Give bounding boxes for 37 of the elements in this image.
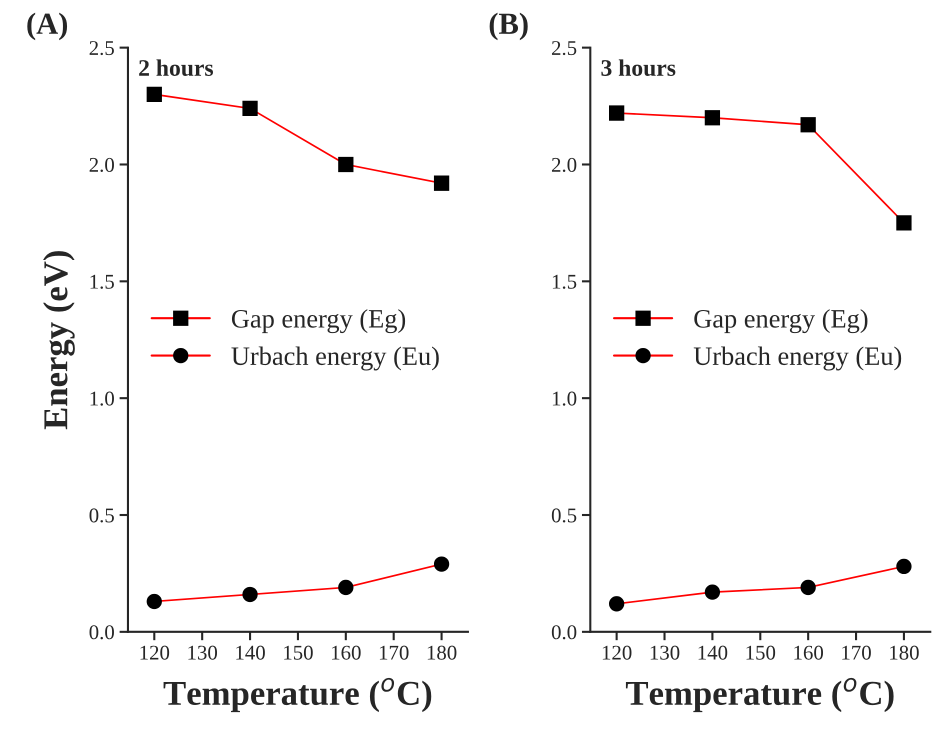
- y-tick-label: 2.0: [552, 158, 576, 172]
- x-tick-label: 180: [890, 646, 919, 660]
- text: (A): [27, 12, 68, 40]
- x-tick-label: 160: [794, 646, 823, 660]
- legend-label: Gap energy (Eg): [694, 309, 868, 334]
- x-tick-label: 140: [698, 646, 728, 660]
- x-axis-title: Temperature ($^{o}$C): [164, 678, 432, 712]
- legend-label: Gap energy (Eg): [232, 309, 406, 334]
- legend-label: Urbach energy (Eu): [694, 346, 902, 371]
- x-tick-label: 120: [140, 646, 170, 660]
- y-tick-label: 2.5: [90, 41, 114, 56]
- y-axis-title: Energy (eV): [43, 251, 75, 430]
- text: (B): [490, 12, 528, 40]
- legend-label: Urbach energy (Eu): [231, 346, 439, 371]
- x-tick-label: 130: [650, 646, 680, 660]
- x-axis-title: Temperature ($^{o}$C): [626, 678, 894, 712]
- x-tick-label: 150: [746, 646, 776, 660]
- y-tick-label: 0.0: [90, 625, 114, 640]
- x-tick-label: 130: [188, 646, 218, 660]
- y-tick-label: 2.0: [90, 158, 114, 172]
- x-tick-label: 140: [236, 646, 265, 660]
- y-tick-label: 1.5: [552, 274, 576, 289]
- chart-title: 3 hours: [601, 59, 676, 76]
- chart-title: 2 hours: [139, 59, 214, 76]
- y-tick-label: 2.5: [552, 41, 576, 56]
- x-tick-label: 170: [380, 646, 409, 660]
- y-tick-label: 0.5: [552, 508, 576, 523]
- y-tick-label: 1.0: [552, 392, 576, 406]
- x-tick-label: 120: [602, 646, 632, 660]
- y-tick-label: 1.0: [90, 392, 114, 406]
- x-tick-label: 170: [842, 646, 871, 660]
- x-tick-label: 150: [284, 646, 313, 660]
- y-tick-label: 0.0: [552, 625, 576, 640]
- x-tick-label: 180: [428, 646, 456, 660]
- x-tick-label: 160: [332, 646, 361, 660]
- y-tick-label: 1.5: [90, 274, 114, 289]
- y-tick-label: 0.5: [90, 508, 114, 523]
